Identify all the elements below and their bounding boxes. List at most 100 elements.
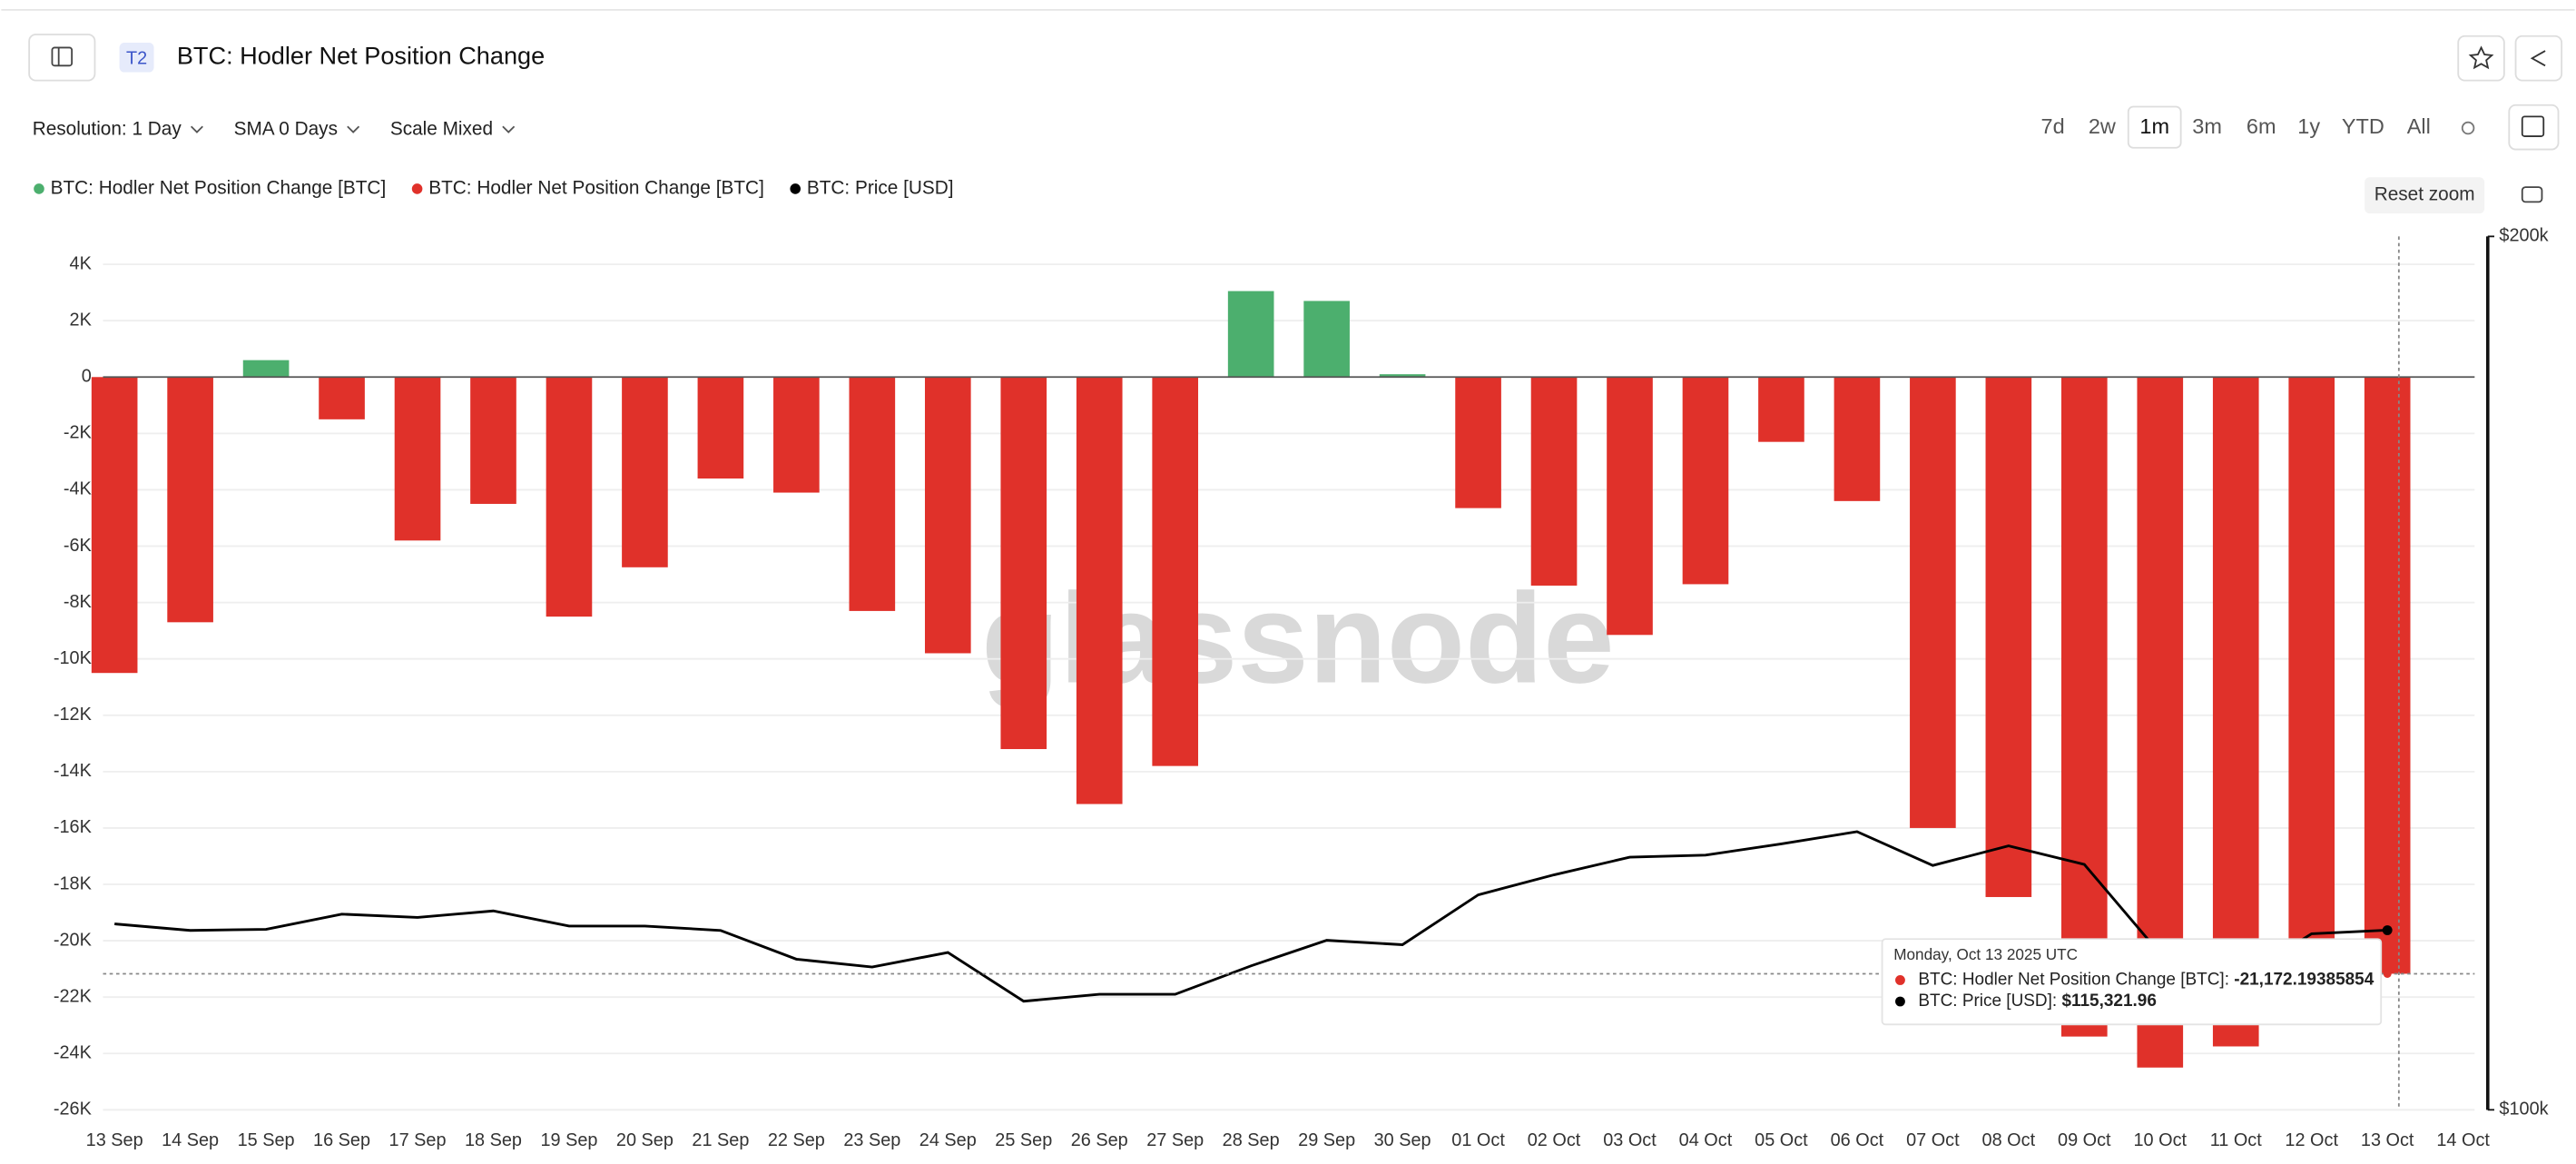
y-tick-label: 4K <box>70 253 93 273</box>
x-tick-label: 14 Oct <box>2436 1130 2490 1150</box>
bar <box>1682 377 1729 585</box>
bar <box>1910 377 1956 828</box>
watermark: glassnode <box>981 566 1614 709</box>
bar <box>2364 377 2411 974</box>
x-tick-label: 03 Oct <box>1603 1130 1657 1150</box>
range-button[interactable]: 7d <box>2041 114 2065 138</box>
tooltip-series: BTC: Hodler Net Position Change [BTC] <box>1918 970 2224 989</box>
x-tick-label: 12 Oct <box>2285 1130 2338 1150</box>
x-tick-label: 08 Oct <box>1982 1130 2036 1150</box>
y-tick-label: 2K <box>70 310 93 330</box>
x-tick-label: 14 Sep <box>162 1130 219 1150</box>
range-button[interactable]: 1m <box>2139 114 2169 138</box>
y-tick-label: -14K <box>54 761 93 781</box>
range-button[interactable]: 3m <box>2192 114 2222 138</box>
bar <box>1758 377 1804 442</box>
legend-label[interactable]: BTC: Hodler Net Position Change [BTC] <box>428 177 764 198</box>
badge-bg <box>119 43 154 73</box>
x-tick-label: 29 Sep <box>1298 1130 1355 1150</box>
bar <box>1152 377 1199 766</box>
dropdown[interactable]: Scale Mixed <box>390 118 516 139</box>
tooltip-name: BTC: Price [USD]: $115,321.96 <box>1918 991 2157 1011</box>
sidebar-toggle[interactable] <box>28 34 96 82</box>
bar <box>242 360 290 378</box>
y2-tick-label: $200k <box>2499 226 2548 246</box>
x-tick-label: 24 Sep <box>919 1130 977 1150</box>
star-icon <box>2468 45 2494 70</box>
y-tick-label: -8K <box>64 592 93 612</box>
bar <box>1985 377 2032 897</box>
camera-icon <box>2521 186 2543 203</box>
bar <box>167 377 213 623</box>
price-line <box>114 830 2388 1003</box>
x-tick-label: 19 Sep <box>540 1130 597 1150</box>
calendar-button[interactable] <box>2508 104 2560 151</box>
chevron <box>190 125 203 133</box>
y-tick-label: -6K <box>64 536 93 556</box>
badge: T2 <box>126 48 147 68</box>
y-tick-label: -10K <box>54 648 93 668</box>
bar <box>1530 377 1578 586</box>
range-active <box>2127 105 2182 149</box>
range-button[interactable]: 1y <box>2297 114 2320 138</box>
y-tick-label: -18K <box>54 873 93 893</box>
tooltip-name: BTC: Hodler Net Position Change [BTC]: -… <box>1918 970 2374 989</box>
y-tick-label: -12K <box>54 705 93 725</box>
y-tick-label: 0 <box>82 367 92 387</box>
legend-label[interactable]: BTC: Hodler Net Position Change [BTC] <box>51 177 387 198</box>
y2-tick-label: $100k <box>2499 1100 2548 1120</box>
controls: Resolution: 1 Day SMA 0 Days Scale Mixed 7d… <box>33 105 2431 198</box>
chevron <box>347 125 360 133</box>
tooltip-sep: : <box>2052 991 2062 1011</box>
x-tick-label: 05 Oct <box>1755 1130 1808 1150</box>
x-tick-label: 28 Sep <box>1223 1130 1280 1150</box>
y-tick-label: -16K <box>54 817 93 837</box>
bar <box>1303 301 1350 378</box>
bar <box>91 377 138 674</box>
star-button[interactable] <box>2457 35 2505 82</box>
reset-zoom-button[interactable] <box>2365 177 2485 214</box>
bar <box>1834 377 1881 501</box>
tooltip-dot <box>1895 975 1905 985</box>
zoom-select[interactable] <box>2460 110 2492 143</box>
y-tick-label: -22K <box>54 986 93 1006</box>
bar <box>394 377 441 541</box>
screenshot-button[interactable] <box>2512 179 2552 212</box>
range-button[interactable]: 2w <box>2089 114 2117 138</box>
range-button[interactable]: 6m <box>2247 114 2276 138</box>
dropdown[interactable]: Resolution: 1 Day <box>33 118 203 139</box>
bar <box>2212 377 2259 1047</box>
hover-dot <box>2383 969 2392 978</box>
dropdown-label: SMA 0 Days <box>234 118 338 139</box>
x-tick-label: 25 Sep <box>995 1130 1052 1150</box>
x-tick-label: 22 Sep <box>768 1130 825 1150</box>
range-button[interactable]: All <box>2407 114 2431 138</box>
bar <box>1227 291 1274 378</box>
x-tick-label: 04 Oct <box>1679 1130 1733 1150</box>
bar <box>546 377 593 617</box>
legend-dot <box>411 183 423 194</box>
tooltip-box <box>1881 938 2383 1026</box>
y-tick-label: -2K <box>64 423 93 443</box>
tooltip-dot <box>1895 996 1905 1007</box>
tooltip-series: BTC: Price [USD] <box>1918 991 2052 1011</box>
dropdown[interactable]: SMA 0 Days <box>234 118 360 139</box>
bar <box>2288 377 2335 983</box>
tooltip-value: $115,321.96 <box>2061 991 2156 1011</box>
x-tick-label: 11 Oct <box>2210 1130 2263 1150</box>
x-tick-label: 17 Sep <box>389 1130 447 1150</box>
legend-label[interactable]: BTC: Price [USD] <box>807 177 954 198</box>
bar <box>470 377 516 504</box>
reset-zoom: Reset zoom <box>2374 184 2475 205</box>
page-title: BTC: Hodler Net Position Change <box>177 41 545 69</box>
bar <box>924 377 971 654</box>
bar <box>622 377 668 567</box>
range-button[interactable]: YTD <box>2342 114 2384 138</box>
x-tick-label: 09 Oct <box>2058 1130 2111 1150</box>
x-tick-label: 23 Sep <box>843 1130 900 1150</box>
share-button[interactable] <box>2514 35 2563 82</box>
x-tick-label: 15 Sep <box>238 1130 295 1150</box>
y-tick-label: -24K <box>54 1042 93 1062</box>
